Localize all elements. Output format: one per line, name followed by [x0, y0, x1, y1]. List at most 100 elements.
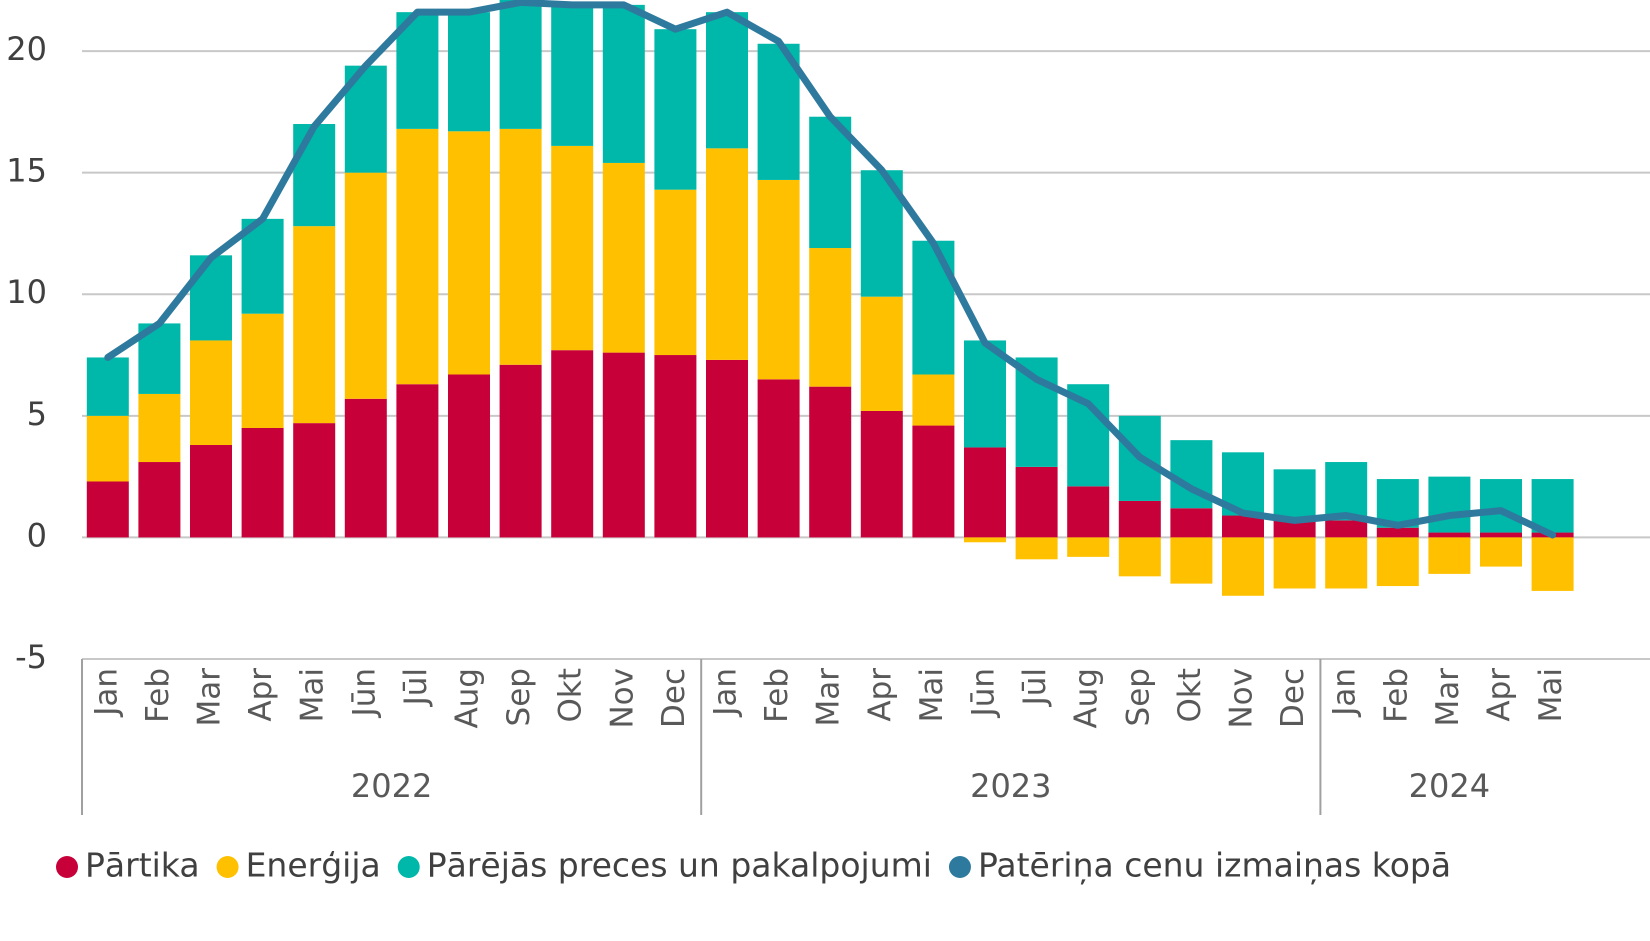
bar	[706, 148, 748, 360]
x-tick-label: Aug	[450, 668, 486, 729]
bar	[241, 218, 284, 314]
y-tick-label: 5	[27, 395, 47, 433]
y-tick-label: 0	[27, 516, 47, 554]
legend-marker	[948, 856, 971, 878]
bar	[190, 340, 232, 446]
bar	[190, 255, 232, 341]
bar	[551, 350, 594, 538]
x-tick-label: Nov	[1224, 668, 1260, 729]
bar	[499, 0, 542, 129]
bar	[602, 352, 645, 538]
bar	[964, 537, 1006, 543]
legend-label: Pārējās preces un pakalpojumi	[427, 846, 932, 885]
bar	[1325, 520, 1368, 538]
y-tick-label: -5	[15, 638, 47, 676]
bar	[1273, 469, 1316, 521]
bar	[1222, 537, 1264, 596]
bar	[499, 128, 542, 365]
x-tick-label: Mar	[1430, 668, 1466, 727]
x-tick-label: Sep	[501, 668, 537, 726]
legend-marker	[56, 856, 78, 878]
bar	[860, 296, 903, 411]
bar	[448, 12, 490, 132]
bar	[1222, 515, 1264, 538]
bar	[551, 4, 594, 146]
bar	[138, 462, 181, 538]
x-tick-label: Dec	[656, 668, 692, 728]
bar	[1325, 537, 1368, 589]
x-tick-label: Okt	[1172, 668, 1208, 723]
bar	[344, 172, 387, 399]
x-tick-label: Mai	[295, 668, 331, 722]
bar	[654, 189, 697, 356]
x-tick-label: Jūn	[346, 668, 382, 718]
group-label: 2022	[351, 767, 432, 805]
bar	[241, 427, 284, 538]
bar	[912, 374, 955, 426]
bar	[1480, 537, 1522, 567]
bar	[396, 384, 439, 538]
y-tick-label: 10	[6, 273, 47, 311]
x-tick-label: Feb	[140, 668, 176, 723]
x-tick-label: Mar	[811, 668, 847, 727]
bar	[86, 357, 129, 416]
bar	[1531, 479, 1574, 533]
x-tick-label: Jūl	[1017, 668, 1053, 707]
x-tick-label: Nov	[604, 668, 640, 729]
bar	[1325, 462, 1368, 521]
bar	[1067, 537, 1110, 557]
bar	[293, 124, 336, 227]
x-tick-label: Apr	[862, 668, 898, 722]
x-tick-label: Apr	[243, 668, 279, 722]
bar	[1273, 537, 1316, 589]
bar	[654, 355, 697, 538]
bar	[809, 386, 852, 538]
bar	[499, 364, 542, 538]
bar	[86, 415, 129, 482]
x-tick-label: Jan	[708, 668, 744, 718]
bar	[344, 398, 387, 538]
bar	[448, 374, 490, 538]
x-tick-label: Jan	[1327, 668, 1363, 718]
bar	[241, 313, 284, 428]
bar	[809, 116, 852, 249]
group-label: 2023	[970, 767, 1051, 805]
x-tick-label: Aug	[1069, 668, 1105, 729]
bar	[1015, 357, 1058, 467]
bar	[1170, 537, 1213, 584]
bar	[1376, 527, 1419, 538]
legend-label: Patēriņa cenu izmaiņas kopā	[978, 846, 1451, 885]
bar	[396, 128, 439, 385]
bar	[860, 410, 903, 538]
legend-marker	[216, 856, 239, 878]
legend-marker	[397, 856, 420, 878]
y-tick-label: 20	[6, 30, 47, 68]
bar	[1067, 486, 1110, 538]
x-tick-label: Mai	[1533, 668, 1569, 722]
bar	[190, 445, 232, 538]
bar	[809, 248, 852, 387]
x-tick-label: Jan	[88, 668, 124, 718]
bar	[1170, 508, 1213, 538]
x-tick-label: Jūn	[966, 668, 1002, 718]
bar	[706, 12, 748, 149]
bar	[757, 379, 800, 538]
bar	[1015, 466, 1058, 538]
bar	[912, 425, 955, 538]
x-tick-label: Apr	[1482, 668, 1518, 722]
bar	[912, 240, 955, 375]
bar	[293, 226, 336, 424]
bar	[551, 145, 594, 351]
legend-label: Enerģija	[246, 846, 381, 885]
bar	[964, 340, 1006, 448]
y-tick-label: 15	[6, 152, 47, 190]
bar	[1428, 476, 1471, 533]
group-label: 2024	[1409, 767, 1490, 805]
x-tick-label: Mai	[914, 668, 950, 722]
bar	[1428, 532, 1471, 538]
bar	[1118, 537, 1161, 577]
bar	[1376, 537, 1419, 587]
bar	[1428, 537, 1471, 574]
bar	[654, 29, 697, 190]
